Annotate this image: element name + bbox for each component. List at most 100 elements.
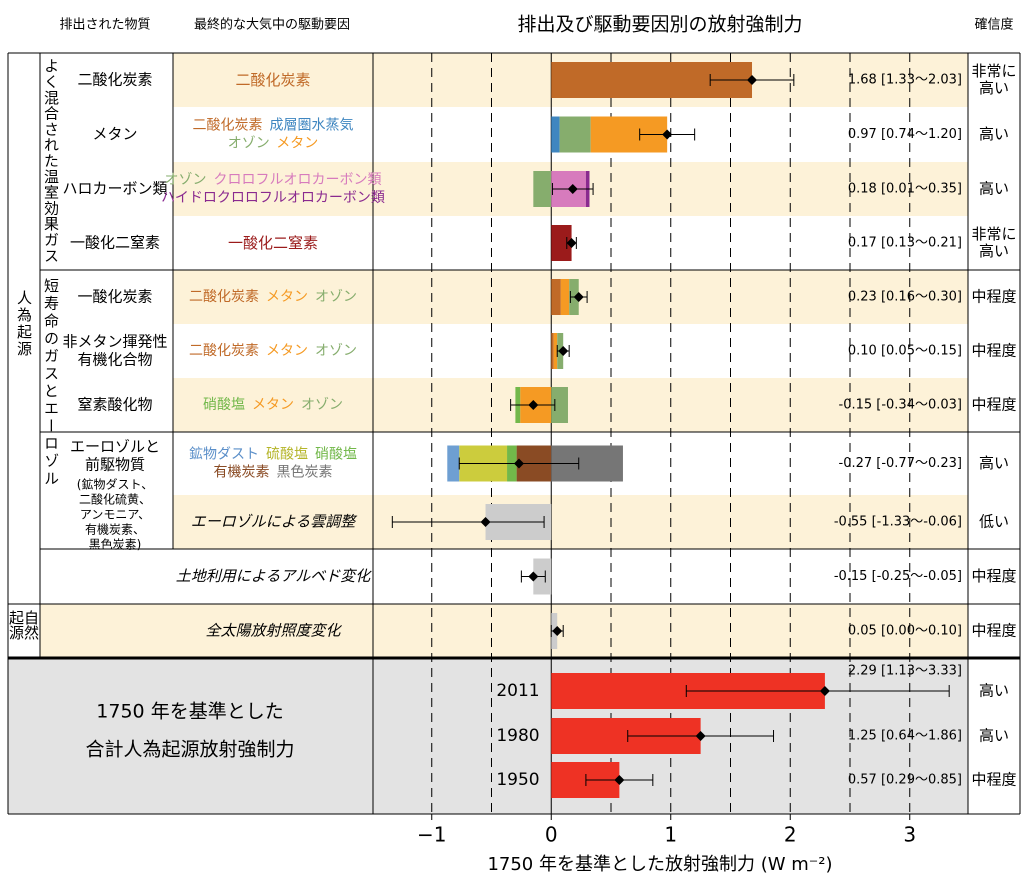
confidence: 高い xyxy=(979,454,1009,472)
emitted: 有機化合物 xyxy=(77,351,152,369)
x-tick-label: 3 xyxy=(903,823,916,847)
emitted: メタン xyxy=(92,125,137,143)
driver-line: 一酸化二窒素 xyxy=(228,234,318,252)
best-estimate xyxy=(819,686,830,696)
driver-line: 硝酸塩 メタン オゾン xyxy=(203,397,343,413)
emitted-sub: 有機炭素、 xyxy=(85,522,145,537)
value-label: 1.25 [0.64～1.86] xyxy=(848,729,962,744)
header-emitted: 排出された物質 xyxy=(59,18,150,33)
confidence: 非常に xyxy=(971,225,1016,243)
driver-name: クロロフルオロカーボン類 xyxy=(214,172,382,188)
driver-name: オゾン xyxy=(165,172,207,188)
group-label: 自然 xyxy=(22,610,40,640)
driver-line: 二酸化炭素 メタン オゾン xyxy=(189,289,357,305)
driver-name: メタン xyxy=(266,289,308,305)
driver-line: オゾン メタン xyxy=(228,136,319,152)
best-estimate xyxy=(614,775,625,785)
confidence: 中程度 xyxy=(971,622,1016,640)
bar-segment xyxy=(551,333,554,369)
group-label: 起源 xyxy=(7,610,25,640)
driver-line: ハイドロクロロフルオロカーボン類 xyxy=(161,190,385,206)
driver-name: 二酸化炭素 xyxy=(189,343,259,359)
header-driver: 最終的な大気中の駆動要因 xyxy=(194,17,350,33)
bar-segment xyxy=(551,387,568,423)
driver-name: 二酸化炭素 xyxy=(189,289,259,305)
best-estimate xyxy=(567,184,578,194)
value-label: -0.15 [-0.34～0.03] xyxy=(839,398,963,413)
confidence: 高い xyxy=(979,79,1009,97)
driver-line: 二酸化炭素 成層圏水蒸気 xyxy=(193,118,354,134)
emitted: 窒素酸化物 xyxy=(77,396,152,414)
chart-title: 排出及び駆動要因別の放射強制力 xyxy=(517,14,802,36)
best-estimate xyxy=(573,292,584,302)
emitted-sub: (鉱物ダスト、 xyxy=(77,477,153,492)
driver-name: 黒色炭素 xyxy=(277,464,333,481)
confidence: 高い xyxy=(979,682,1009,700)
bar-segment xyxy=(447,445,460,482)
value-label: 0.17 [0.13～0.21] xyxy=(848,236,962,251)
value-label: 1.68 [1.33～2.03] xyxy=(848,73,962,88)
value-label: 0.57 [0.29～0.85] xyxy=(848,773,962,788)
description: 土地利用によるアルベド変化 xyxy=(176,567,372,585)
emitted-sub: 二酸化硫黄、 xyxy=(79,492,151,507)
row-stripe xyxy=(173,495,968,549)
bar-segment xyxy=(551,116,560,153)
driver-name: 二酸化炭素 xyxy=(235,71,310,89)
best-estimate xyxy=(528,571,539,582)
value-label: 0.05 [0.00～0.10] xyxy=(848,624,962,639)
driver-name: 二酸化炭素 xyxy=(193,118,263,134)
year-label: 1980 xyxy=(496,726,539,746)
confidence: 中程度 xyxy=(971,342,1016,360)
bar-segment xyxy=(553,333,558,369)
x-tick-label: 0 xyxy=(545,823,558,847)
confidence: 低い xyxy=(979,513,1009,531)
x-axis-label: 1750 年を基準とした放射強制力 (W m⁻²) xyxy=(487,854,832,875)
driver-name: オゾン xyxy=(315,343,357,359)
driver-name: オゾン xyxy=(228,136,270,152)
confidence: 高い xyxy=(979,180,1009,198)
emitted: 非メタン揮発性 xyxy=(62,333,167,351)
driver-name: メタン xyxy=(266,343,308,359)
best-estimate xyxy=(513,458,524,469)
driver-line: 鉱物ダスト 硫酸塩 硝酸塩 xyxy=(189,446,357,463)
driver-name: オゾン xyxy=(301,397,343,413)
driver-line: 二酸化炭素 メタン オゾン xyxy=(189,343,357,359)
best-estimate xyxy=(552,626,563,636)
year-label: 1950 xyxy=(496,770,539,790)
best-estimate xyxy=(695,731,706,741)
x-tick-label: 2 xyxy=(784,823,797,847)
value-label: -0.15 [-0.25～-0.05] xyxy=(834,569,962,584)
group-label: 人為起源 xyxy=(15,290,33,358)
confidence: 高い xyxy=(979,125,1009,143)
emitted-sub: 黒色炭素) xyxy=(89,538,142,552)
driver-name: 硝酸塩 xyxy=(315,447,357,463)
value-label: -0.27 [-0.77～0.23] xyxy=(839,456,963,471)
emitted: 一酸化炭素 xyxy=(77,288,152,306)
bar-segment xyxy=(560,279,570,315)
group-label: よく混合された温室効果ガス xyxy=(42,58,60,263)
driver-name: オゾン xyxy=(315,289,357,305)
emitted: 一酸化二窒素 xyxy=(70,234,160,252)
best-estimate xyxy=(566,238,577,248)
best-estimate xyxy=(747,75,758,85)
value-label: 0.97 [0.74～1.20] xyxy=(848,127,962,142)
emitted: 前駆物質 xyxy=(85,456,145,474)
value-label: 2.29 [1.13～3.33] xyxy=(848,664,962,679)
bar-segment xyxy=(533,171,552,207)
driver-name: ハイドロクロロフルオロカーボン類 xyxy=(161,190,385,206)
value-label: 0.10 [0.05～0.15] xyxy=(848,344,962,359)
year-label: 2011 xyxy=(496,681,539,701)
best-estimate xyxy=(662,129,673,140)
confidence: 中程度 xyxy=(971,567,1016,585)
x-tick-label: −1 xyxy=(417,823,446,847)
best-estimate xyxy=(558,346,569,356)
emitted: 二酸化炭素 xyxy=(77,71,152,89)
driver-name: 硝酸塩 xyxy=(203,397,245,413)
best-estimate xyxy=(480,517,491,527)
value-label: 0.18 [0.01～0.35] xyxy=(848,182,962,197)
totals-label: 1750 年を基準とした xyxy=(96,701,283,723)
value-label: -0.55 [-1.33～-0.06] xyxy=(834,515,962,530)
confidence: 高い xyxy=(979,727,1009,745)
driver-name: 硫酸塩 xyxy=(266,447,308,463)
